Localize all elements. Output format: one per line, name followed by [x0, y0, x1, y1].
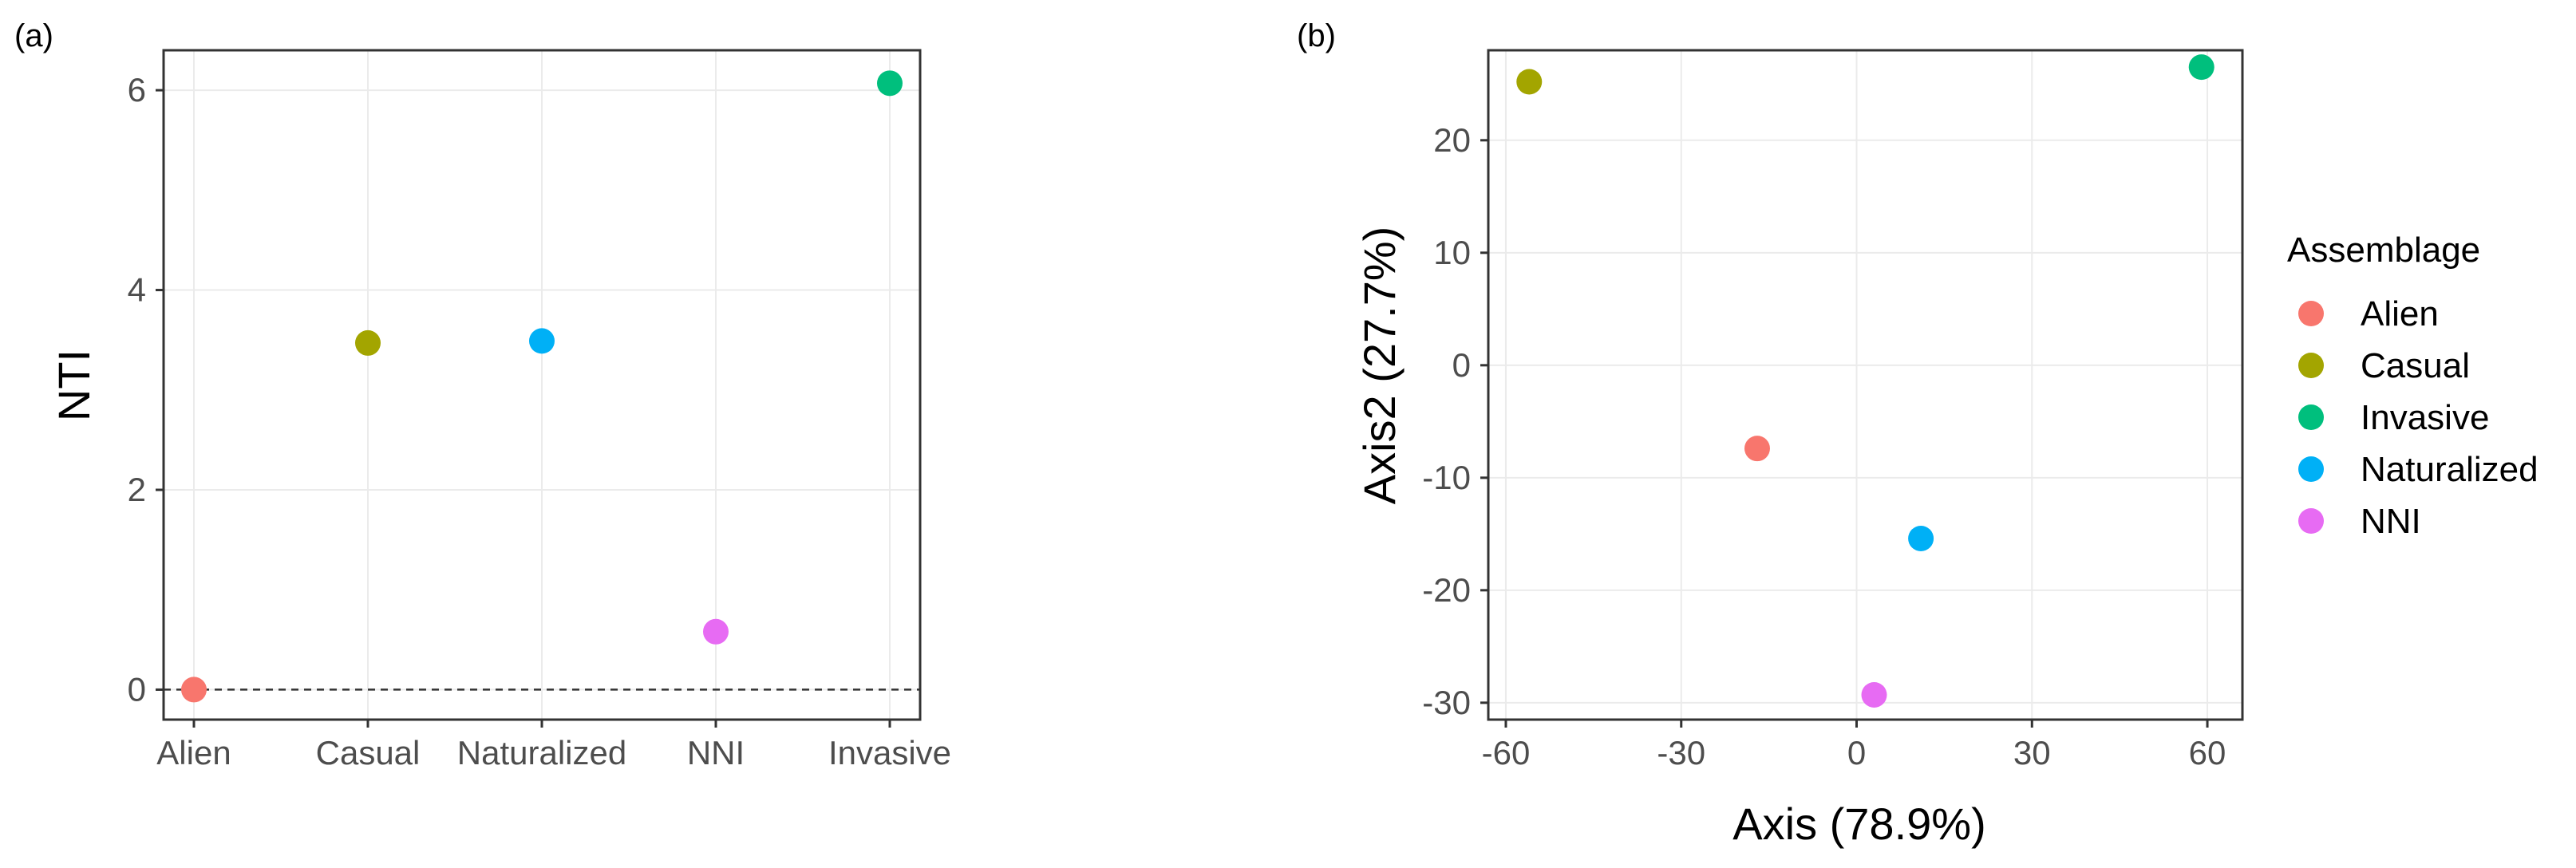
legend-key-casual [2298, 353, 2324, 378]
panel-b-frame [1487, 49, 2244, 721]
panel-b-x-tick-label: -30 [1657, 734, 1705, 771]
legend-label-casual: Casual [2361, 346, 2470, 385]
panel-a-x-tick-label-alien: Alien [156, 734, 231, 771]
panel-a-x-tick-label-naturalized: Naturalized [457, 734, 626, 771]
legend: Assemblage Alien Casual Invasive Naturalize… [2287, 231, 2538, 541]
legend-key-invasive [2298, 404, 2324, 430]
panel-b-y-axis-title: Axis2 (27.7%) [1354, 227, 1405, 505]
legend-label-naturalized: Naturalized [2361, 450, 2538, 489]
panel-b-y-tick-label: -30 [1422, 684, 1471, 721]
legend-label-alien: Alien [2361, 294, 2439, 333]
panel-b-point-casual [1516, 69, 1543, 95]
panel-a-y-tick-label: 0 [128, 670, 146, 708]
legend-title: Assemblage [2287, 231, 2480, 270]
panel-a-point-casual [355, 329, 381, 356]
panel-a-point-alien [181, 677, 207, 703]
panel-b-point-invasive [2188, 54, 2214, 81]
legend-key-naturalized [2298, 456, 2324, 482]
panel-b-x-tick-label: -60 [1482, 734, 1531, 771]
panel-b-y-tick-label: -20 [1422, 571, 1471, 609]
panel-a-x-tick-label-invasive: Invasive [828, 734, 951, 771]
legend-key-alien [2298, 301, 2324, 326]
legend-label-invasive: Invasive [2361, 398, 2489, 437]
panel-b-point-nni [1861, 681, 1887, 708]
panel-a-plot: 0 2 4 6 Alien Casual Naturalized NNI Invasive [128, 49, 951, 771]
panel-b-y-tick-label: 20 [1433, 121, 1471, 159]
legend-key-nni [2298, 508, 2324, 534]
panel-b-x-tick-label: 60 [2189, 734, 2226, 771]
panel-b-y-tick-label: 10 [1433, 234, 1471, 271]
panel-a-x-tick-label-casual: Casual [316, 734, 421, 771]
panel-a-y-tick-label: 6 [128, 71, 146, 108]
panel-a-point-naturalized [529, 328, 555, 354]
panel-a-point-nni [703, 618, 729, 645]
legend-label-nni: NNI [2361, 502, 2421, 541]
panel-b-y-tick-label: 0 [1452, 346, 1471, 384]
panel-b-x-tick-label: 0 [1847, 734, 1866, 771]
panel-b-point-naturalized [1908, 525, 1934, 551]
panel-a-point-invasive [877, 70, 903, 97]
panel-b-x-axis-title: Axis (78.9%) [1732, 799, 1985, 849]
panel-b-plot: -30 -20 -10 0 10 20 -60 -30 0 30 60 [1422, 49, 2244, 771]
panel-b-point-alien [1744, 436, 1770, 462]
panel-a-y-axis-title: NTI [49, 349, 99, 421]
panel-a-y-tick-label: 2 [128, 471, 146, 508]
panel-a-y-tick-label: 4 [128, 271, 146, 309]
panel-b-label: (b) [1297, 18, 1336, 53]
panel-a-label: (a) [14, 18, 53, 53]
panel-a-x-tick-label-nni: NNI [687, 734, 745, 771]
panel-b-x-tick-label: 30 [2013, 734, 2051, 771]
panel-b-y-tick-label: -10 [1422, 459, 1471, 496]
